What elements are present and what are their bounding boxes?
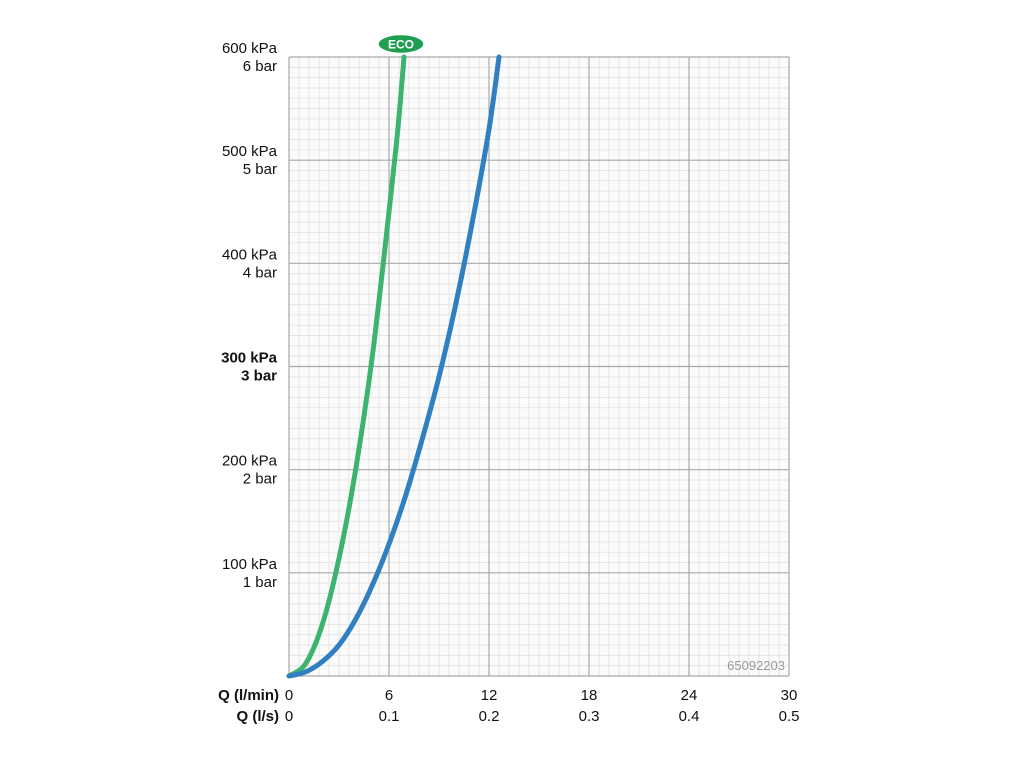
x-tick-label-lps: 0.3 [579,708,600,725]
x-tick-label-lps: 0.2 [479,708,500,725]
series-line-1 [286,54,407,679]
y-tick-label-bar: 4 bar [243,264,277,281]
x-primary-axis-label: Q (l/min) [218,687,279,704]
x-tick-label-lpm: 6 [385,687,393,704]
series-line-2 [286,54,502,679]
x-tick-label-lpm: 24 [681,687,698,704]
y-tick-label-kpa: 200 kPa [222,453,278,470]
y-tick-label-bar: 6 bar [243,58,277,75]
x-tick-label-lpm: 30 [781,687,798,704]
x-tick-label-lpm: 18 [581,687,598,704]
x-tick-label-lps: 0.4 [679,708,700,725]
y-tick-label-kpa: 600 kPa [222,40,278,57]
y-tick-label-bar: 3 bar [241,368,277,385]
eco-badge: ECO [377,33,425,55]
x-tick-label-lpm: 0 [285,687,293,704]
y-tick-label-kpa: 100 kPa [222,556,278,573]
y-tick-label-kpa: 400 kPa [222,246,278,263]
eco-badge-label: ECO [388,38,414,52]
x-tick-label-lpm: 12 [481,687,498,704]
y-tick-label-kpa: 500 kPa [222,143,278,160]
x-tick-label-lps: 0.5 [779,708,800,725]
chart-id-label: 65092203 [727,658,785,673]
y-tick-label-kpa: 300 kPa [221,350,278,367]
y-tick-label-bar: 5 bar [243,161,277,178]
y-tick-label-bar: 1 bar [243,574,277,591]
y-tick-label-bar: 2 bar [243,471,277,488]
x-tick-label-lps: 0 [285,708,293,725]
series-layer [286,54,502,679]
x-tick-label-lps: 0.1 [379,708,400,725]
x-secondary-axis-label: Q (l/s) [236,708,279,725]
major-grid [288,56,790,677]
